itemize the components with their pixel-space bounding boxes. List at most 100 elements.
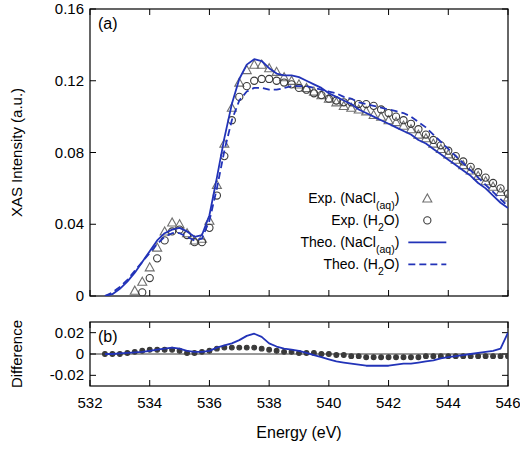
circle-marker — [392, 113, 399, 120]
circle-marker — [482, 174, 489, 181]
circle-marker — [386, 355, 391, 360]
x-tick-label: 536 — [197, 394, 222, 411]
legend-label: Theo. (NaCl(aq)) — [300, 234, 399, 255]
x-tick — [269, 380, 270, 386]
y-tick — [90, 224, 96, 225]
triangle-marker — [168, 218, 177, 226]
plot-area-1 — [103, 333, 508, 366]
x-tick — [328, 9, 329, 15]
y-tick — [502, 224, 508, 225]
x-tick — [448, 380, 449, 386]
circle-marker — [476, 354, 481, 359]
figure: 00.040.080.120.16(a)XAS Intensity (a.u.)… — [0, 0, 520, 453]
x-tick — [448, 290, 449, 296]
text-part: O) — [384, 256, 400, 272]
y-tick-label: 0.12 — [55, 72, 84, 89]
legend-label: Theo. (H2O) — [323, 256, 399, 277]
x-tick-label: 542 — [376, 394, 401, 411]
circle-marker — [318, 92, 325, 99]
circle-marker — [154, 255, 161, 262]
circle-marker — [282, 349, 287, 354]
x-tick — [388, 322, 389, 328]
series-line — [105, 333, 508, 366]
circle-marker — [401, 355, 406, 360]
triangle-marker — [145, 263, 154, 271]
y-tick — [90, 375, 96, 376]
circle-marker — [497, 185, 504, 192]
circle-marker — [274, 348, 279, 353]
x-tick — [269, 322, 270, 328]
text-part: Theo. (H — [323, 256, 377, 272]
circle-marker — [251, 77, 258, 84]
circle-marker — [356, 354, 361, 359]
x-tick — [149, 9, 150, 15]
triangle-marker — [317, 91, 326, 99]
circle-marker — [379, 355, 384, 360]
x-tick — [149, 290, 150, 296]
x-tick — [149, 380, 150, 386]
plot-frame — [90, 9, 508, 296]
triangle-marker — [130, 286, 139, 294]
circle-marker — [325, 95, 332, 102]
x-tick — [328, 290, 329, 296]
y-axis-label: Difference — [8, 320, 25, 388]
text-part: ) — [395, 234, 400, 250]
legend: Exp. (NaCl(aq))Exp. (H2O)Theo. (NaCl(aq)… — [300, 190, 446, 277]
x-tick — [448, 9, 449, 15]
circle-marker — [424, 217, 431, 224]
text-part: (aq) — [376, 199, 395, 211]
circle-marker — [430, 136, 437, 143]
x-tick — [149, 322, 150, 328]
circle-marker — [319, 352, 324, 357]
y-tick-label: 0.16 — [55, 0, 84, 17]
x-tick — [388, 290, 389, 296]
circle-marker — [371, 355, 376, 360]
circle-marker — [259, 346, 264, 351]
series-line — [105, 59, 508, 296]
x-tick — [269, 290, 270, 296]
legend-label: Exp. (NaCl(aq)) — [308, 190, 399, 211]
plot-area-0 — [105, 59, 508, 296]
x-tick — [448, 322, 449, 328]
circle-marker — [431, 354, 436, 359]
plot-frame — [90, 322, 508, 386]
circle-marker — [489, 179, 496, 186]
y-tick-label: 0 — [76, 345, 84, 362]
triangle-marker — [423, 194, 432, 202]
x-tick-label: 544 — [436, 394, 461, 411]
y-axis-label: XAS Intensity (a.u.) — [8, 88, 25, 217]
circle-marker — [243, 83, 250, 90]
x-tick — [328, 380, 329, 386]
x-tick — [209, 9, 210, 15]
circle-marker — [422, 131, 429, 138]
circle-marker — [341, 353, 346, 358]
triangle-marker — [175, 220, 184, 228]
text-part: Exp. (NaCl — [308, 190, 376, 206]
x-tick — [209, 290, 210, 296]
x-tick-label: 538 — [257, 394, 282, 411]
x-tick-label: 534 — [137, 394, 162, 411]
y-tick — [90, 80, 96, 81]
x-tick-label: 540 — [316, 394, 341, 411]
y-tick — [502, 80, 508, 81]
circle-marker — [229, 345, 234, 350]
circle-marker — [146, 274, 153, 281]
circle-marker — [504, 190, 508, 197]
text-part: ) — [395, 190, 400, 206]
legend-line — [408, 242, 446, 244]
circle-marker — [252, 345, 257, 350]
y-tick-label: 0.08 — [55, 144, 84, 161]
x-tick — [328, 322, 329, 328]
circle-marker — [407, 120, 414, 127]
circle-marker — [237, 345, 242, 350]
circle-marker — [475, 169, 482, 176]
legend-label: Exp. (H2O) — [331, 212, 399, 233]
circle-marker — [364, 355, 369, 360]
y-tick-label: 0.02 — [55, 324, 84, 341]
circle-marker — [139, 289, 146, 296]
circle-marker — [244, 345, 249, 350]
circle-marker — [326, 352, 331, 357]
circle-marker — [349, 354, 354, 359]
circle-marker — [483, 354, 488, 359]
x-tick-label: 546 — [495, 394, 520, 411]
